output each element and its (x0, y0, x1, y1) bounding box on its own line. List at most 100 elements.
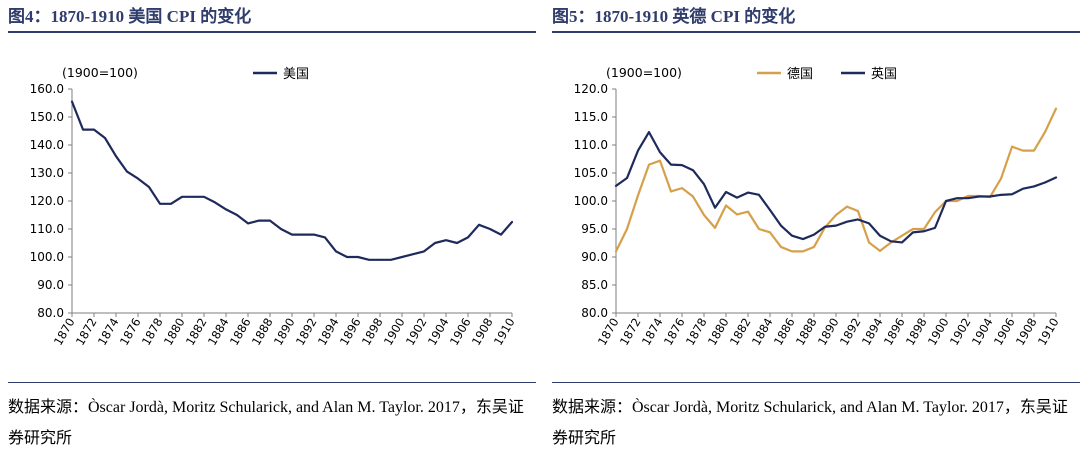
x-tick-label: 1872 (617, 316, 644, 348)
x-tick-label: 1896 (337, 316, 364, 348)
data-point (813, 246, 815, 248)
data-point (615, 185, 617, 187)
data-point (659, 151, 661, 154)
x-tick-label: 1910 (491, 316, 518, 348)
y-tick-label: 120.0 (30, 194, 64, 208)
data-point (104, 137, 106, 139)
data-point (1055, 176, 1057, 179)
data-point (258, 219, 260, 222)
data-point (868, 222, 870, 225)
data-point (703, 183, 705, 185)
data-point (335, 250, 337, 253)
data-point (670, 163, 672, 166)
data-point (1055, 107, 1057, 110)
series-line (70, 100, 514, 261)
data-point (93, 128, 95, 131)
x-tick-label: 1908 (1013, 316, 1040, 348)
data-point (857, 218, 859, 221)
x-tick-label: 1874 (639, 316, 666, 348)
data-point (1000, 194, 1002, 196)
data-point (769, 231, 771, 234)
data-point (346, 256, 348, 258)
x-tick-label: 1880 (161, 316, 188, 348)
x-tick-label: 1880 (705, 316, 732, 348)
x-tick-label: 1872 (73, 316, 100, 348)
chart-uk-germany-cpi: 80.0 85.0 90.0 95.0 100.0 105.0 110.0 115.0 120.… (574, 65, 1062, 348)
data-point (126, 170, 128, 173)
data-point (802, 238, 804, 240)
data-point (159, 203, 161, 205)
x-tick-label: 1896 (881, 316, 908, 348)
y-tick-label: 110.0 (574, 138, 608, 152)
data-point (291, 233, 293, 236)
data-point (835, 224, 837, 227)
data-point (648, 163, 650, 166)
data-point (934, 211, 936, 213)
data-point (1011, 193, 1013, 196)
data-point (82, 128, 84, 131)
data-point (269, 219, 271, 222)
data-point (956, 197, 958, 199)
data-point (324, 236, 326, 239)
data-point (912, 228, 914, 230)
data-point (681, 164, 683, 166)
y-tick-label: 100.0 (30, 250, 64, 264)
x-tick-label: 1898 (359, 316, 386, 348)
data-point (1000, 177, 1002, 180)
data-point (511, 221, 513, 223)
x-tick-label: 1894 (859, 316, 886, 348)
x-tick-label: 1878 (139, 316, 166, 348)
data-point (868, 241, 870, 244)
y-tick-label: 95.0 (581, 222, 608, 236)
data-point (736, 196, 738, 199)
data-point (489, 228, 491, 230)
data-point (758, 228, 760, 230)
data-point (967, 195, 969, 197)
x-tick-label: 1906 (991, 316, 1018, 348)
chart-us-cpi: 80.0 90.0 100.0 110.0 120.0 130.0 140.0 150.0 16… (30, 65, 518, 348)
data-point (1022, 187, 1024, 190)
data-point (137, 177, 139, 180)
data-point (824, 225, 826, 228)
data-point (648, 131, 650, 133)
data-point (1044, 181, 1046, 184)
data-point (692, 169, 694, 171)
data-point (390, 259, 392, 261)
data-point (181, 196, 183, 198)
data-point (879, 250, 881, 252)
data-point (401, 256, 403, 258)
data-point (725, 191, 727, 193)
x-tick-label: 1884 (205, 316, 232, 348)
data-point (148, 186, 150, 188)
data-point (412, 253, 414, 255)
data-point (714, 206, 716, 209)
legend-item: 德国 (757, 67, 813, 82)
data-point (313, 233, 315, 236)
x-tick-label: 1870 (595, 316, 622, 348)
y-tick-label: 90.0 (581, 250, 608, 264)
legend-label: 美国 (283, 67, 309, 82)
data-point (923, 230, 925, 233)
data-point (115, 155, 117, 157)
data-point (703, 214, 705, 216)
data-point (456, 242, 458, 244)
data-point (280, 228, 282, 230)
data-point (923, 228, 925, 230)
x-tick-label: 1870 (51, 316, 78, 348)
data-point (626, 177, 628, 179)
data-point (637, 149, 639, 152)
data-point (967, 197, 969, 199)
data-point (912, 231, 914, 234)
y-tick-label: 120.0 (574, 82, 608, 96)
data-point (302, 233, 304, 236)
title-divider (552, 31, 1080, 33)
data-point (978, 195, 980, 198)
data-point (467, 236, 469, 239)
x-tick-label: 1904 (969, 316, 996, 348)
y-tick-label: 80.0 (581, 306, 608, 320)
x-tick-label: 1892 (293, 316, 320, 348)
x-tick-label: 1886 (227, 316, 254, 348)
x-tick-label: 1904 (425, 316, 452, 348)
legend-item: 美国 (253, 67, 309, 82)
legend-item: 英国 (841, 67, 897, 82)
